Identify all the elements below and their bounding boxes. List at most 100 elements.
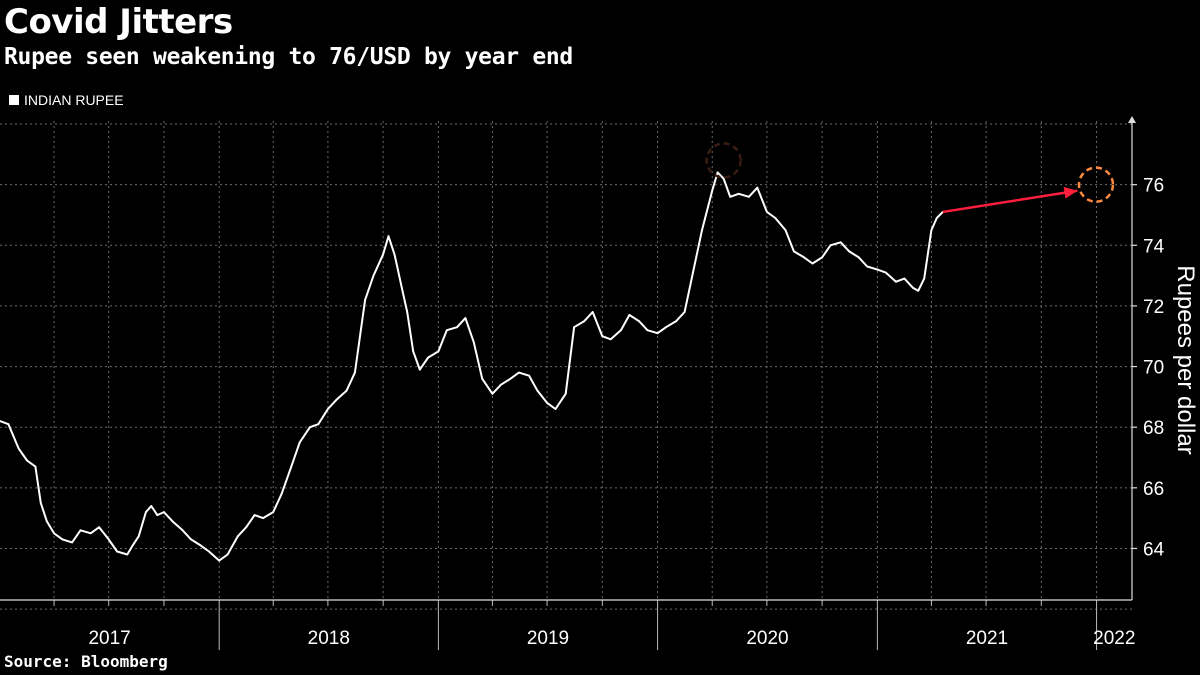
series-point <box>272 511 275 513</box>
series-point <box>98 526 100 529</box>
series-point <box>748 195 750 198</box>
y-tick-label: 64 <box>1143 539 1165 560</box>
series-point <box>903 277 906 280</box>
series-point <box>236 535 239 538</box>
series-point <box>518 371 520 374</box>
x-tick-label: 2017 <box>88 628 130 649</box>
series-point <box>145 511 147 513</box>
series-point <box>406 311 409 313</box>
series-point <box>609 338 612 341</box>
series-point <box>675 320 678 322</box>
series-point <box>218 559 221 562</box>
series-point <box>884 271 887 274</box>
series-point <box>692 268 695 271</box>
x-tick-label: 2022 <box>1093 628 1135 649</box>
y-tick-label: 76 <box>1143 176 1164 197</box>
series-point <box>583 320 586 322</box>
series-point <box>591 311 594 313</box>
y-tick-label: 68 <box>1143 418 1164 439</box>
series-point <box>638 320 640 322</box>
series-point <box>107 538 110 541</box>
series-point <box>163 511 165 513</box>
legend-swatch-square-icon <box>9 95 19 105</box>
series-point <box>766 211 768 213</box>
series-point <box>7 423 10 426</box>
series-point <box>34 465 37 468</box>
series-point <box>17 447 20 450</box>
series-point <box>701 229 703 232</box>
series-point <box>499 383 502 386</box>
series-point <box>327 408 329 410</box>
series-point <box>71 541 73 544</box>
series-point <box>226 553 229 556</box>
series-point <box>137 535 140 538</box>
series-point <box>793 250 795 253</box>
chart-subtitle: Rupee seen weakening to 76/USD by year e… <box>4 44 573 70</box>
series-point <box>400 286 403 289</box>
series-point <box>876 268 879 271</box>
series-point <box>722 177 725 180</box>
series-point <box>481 377 484 380</box>
series-point <box>89 532 92 535</box>
series-point <box>445 329 448 332</box>
series-point <box>620 329 622 332</box>
series-point <box>546 402 548 404</box>
x-tick-label: 2018 <box>308 628 350 649</box>
series-point <box>491 392 494 395</box>
series-point <box>126 553 129 556</box>
series-point <box>930 229 933 232</box>
source-note: Source: Bloomberg <box>4 652 168 671</box>
y-tick-label: 66 <box>1143 479 1164 500</box>
series-point <box>665 326 667 329</box>
series-point <box>628 314 631 316</box>
x-tick-label: 2020 <box>746 628 788 649</box>
series-point <box>412 350 415 353</box>
series-point <box>199 544 202 547</box>
forecast-arrow-line <box>942 189 1078 214</box>
series-point <box>181 529 184 532</box>
series-point <box>309 426 311 429</box>
forecast-arrowhead-icon <box>1063 186 1078 199</box>
series-point <box>335 399 338 401</box>
series-point <box>190 538 192 541</box>
series-point <box>280 493 283 495</box>
series-point <box>156 514 159 516</box>
y-tick-label: 72 <box>1143 297 1164 318</box>
series-point <box>262 517 264 519</box>
series-point <box>711 189 714 192</box>
series-point <box>803 256 805 259</box>
series-point <box>387 235 390 238</box>
series-point <box>646 329 649 332</box>
series-point <box>345 389 348 392</box>
series-point <box>245 526 248 529</box>
series-point <box>382 253 384 256</box>
y-axis-arrow-icon <box>1128 116 1136 123</box>
chart-title: Covid Jitters <box>4 2 233 42</box>
series-point <box>372 274 375 277</box>
series-point <box>895 280 897 283</box>
series-point <box>784 229 787 232</box>
legend-label: INDIAN RUPEE <box>24 92 124 108</box>
y-axis-title: Rupees per dollar <box>1172 265 1199 454</box>
series-point <box>208 550 210 553</box>
legend: INDIAN RUPEE <box>9 92 124 108</box>
series-point <box>45 520 48 523</box>
series-point <box>456 326 458 329</box>
series-point <box>564 392 567 395</box>
series-point <box>171 520 174 523</box>
series-point <box>393 253 396 256</box>
series-point <box>298 441 301 444</box>
series-point <box>573 326 575 329</box>
series-point <box>131 544 134 547</box>
series-point <box>509 377 512 380</box>
series-point <box>150 505 153 507</box>
series-point <box>729 195 732 198</box>
series-line-indian-rupee <box>0 171 944 562</box>
series-point <box>364 299 366 301</box>
series-point <box>418 368 421 371</box>
series-point <box>857 256 860 259</box>
series-point <box>917 289 920 292</box>
series-point <box>39 502 42 504</box>
series-point <box>437 350 440 353</box>
